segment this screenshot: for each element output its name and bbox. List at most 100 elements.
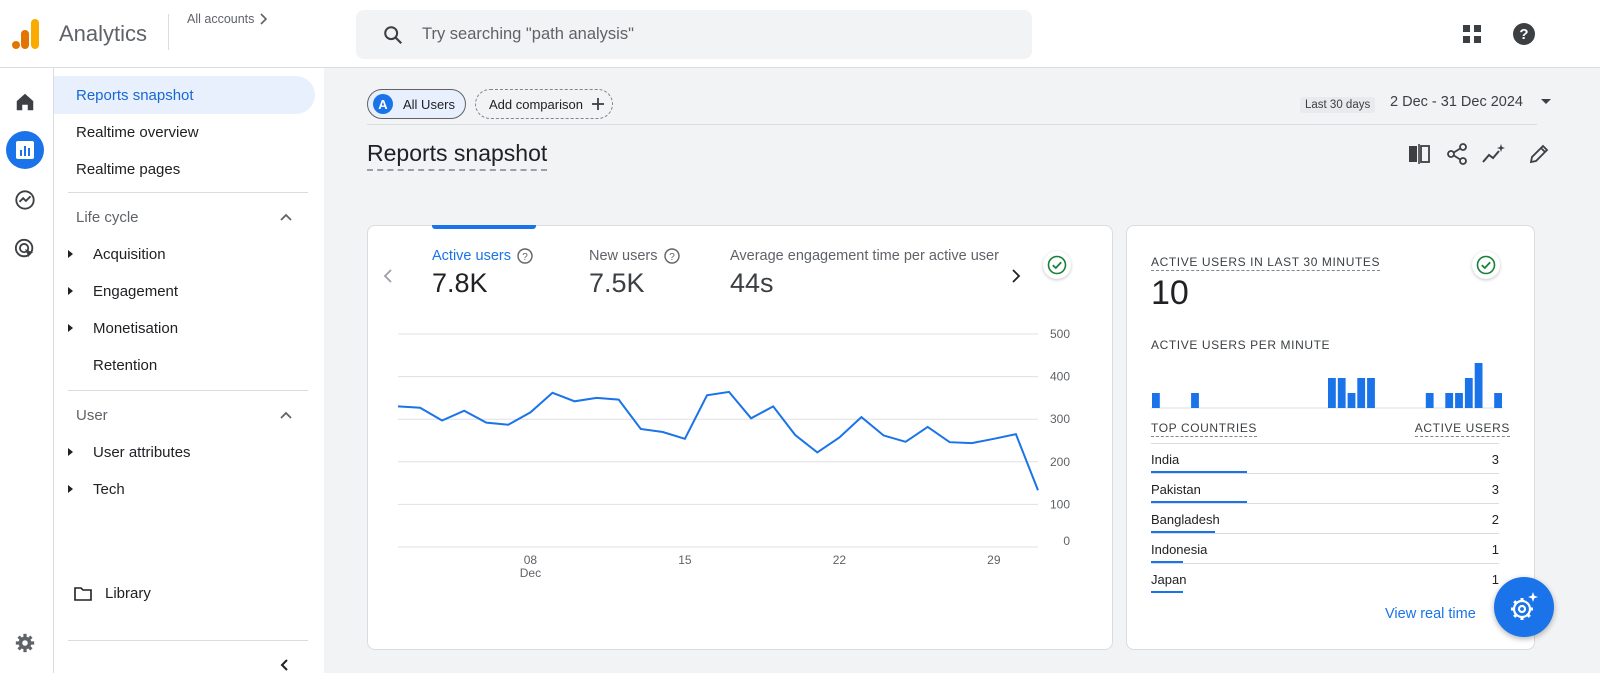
per-minute-bar-chart[interactable] xyxy=(1151,356,1503,410)
nav-divider xyxy=(68,390,308,391)
left-rail xyxy=(0,68,54,673)
date-preset-label[interactable]: Last 30 days xyxy=(1300,97,1376,113)
share-icon[interactable] xyxy=(1445,142,1469,166)
date-range-picker[interactable]: 2 Dec - 31 Dec 2024 xyxy=(1390,94,1552,110)
all-accounts-link[interactable]: All accounts xyxy=(187,12,268,26)
home-icon[interactable] xyxy=(6,83,44,121)
col-head-countries[interactable]: TOP COUNTRIES xyxy=(1151,421,1258,437)
caret-right-icon xyxy=(68,250,73,258)
apps-grid-icon[interactable] xyxy=(1460,22,1484,46)
nav-label: Tech xyxy=(93,480,125,498)
nav-label: Acquisition xyxy=(93,245,166,263)
search-bar[interactable] xyxy=(356,10,1032,59)
nav-item-monetisation[interactable]: Monetisation xyxy=(54,309,314,347)
section-life-cycle[interactable]: Life cycle xyxy=(54,198,314,236)
country-share-bar xyxy=(1151,531,1216,533)
plus-icon xyxy=(591,98,604,110)
nav-item-user-attributes[interactable]: User attributes xyxy=(54,433,314,471)
dropdown-arrow-icon xyxy=(1541,99,1552,105)
analytics-logo-icon[interactable] xyxy=(12,18,40,50)
nav-item-realtime-pages[interactable]: Realtime pages xyxy=(54,150,314,188)
country-row[interactable]: India 3 xyxy=(1151,443,1499,473)
edit-pencil-icon[interactable] xyxy=(1527,142,1551,166)
help-icon[interactable]: ? xyxy=(1512,22,1536,46)
per-minute-bar[interactable] xyxy=(1191,393,1199,408)
search-input[interactable] xyxy=(422,25,982,44)
country-row[interactable]: Indonesia 1 xyxy=(1151,533,1499,563)
metric-tab-active-users[interactable]: Active users ? 7.8K xyxy=(432,248,533,299)
nav-item-reports-snapshot[interactable]: Reports snapshot xyxy=(54,76,315,114)
x-tick-label: 22 xyxy=(833,553,847,567)
col-head-active-users[interactable]: ACTIVE USERS xyxy=(1414,421,1510,437)
country-row[interactable]: Pakistan 3 xyxy=(1151,473,1499,503)
nav-item-retention[interactable]: Retention xyxy=(54,346,314,384)
per-minute-bar[interactable] xyxy=(1474,363,1483,408)
all-accounts-label: All accounts xyxy=(187,12,255,26)
svg-text:?: ? xyxy=(522,252,528,263)
nav-item-tech[interactable]: Tech xyxy=(54,470,314,508)
app-name[interactable]: Analytics xyxy=(59,21,148,46)
country-row[interactable]: Bangladesh 2 xyxy=(1151,503,1499,533)
nav-item-acquisition[interactable]: Acquisition xyxy=(54,235,314,273)
section-user[interactable]: User xyxy=(54,396,314,434)
compare-columns-icon[interactable] xyxy=(1407,142,1431,166)
nav-item-realtime-overview[interactable]: Realtime overview xyxy=(54,113,314,151)
per-minute-bar[interactable] xyxy=(1337,378,1346,408)
metric-tab-avg-engagement[interactable]: Average engagement time per active user … xyxy=(730,248,1008,308)
check-circle-icon[interactable] xyxy=(1043,251,1071,279)
assistant-fab-button[interactable] xyxy=(1494,577,1554,637)
add-comparison-label: Add comparison xyxy=(489,96,583,112)
nav-item-library[interactable]: Library xyxy=(54,574,314,612)
insights-sparkle-icon[interactable] xyxy=(1482,142,1506,166)
collapse-chevron-icon[interactable] xyxy=(278,658,290,672)
metric-label: Active users xyxy=(432,248,511,264)
per-minute-label: ACTIVE USERS PER MINUTE xyxy=(1151,338,1331,352)
per-minute-bar[interactable] xyxy=(1328,378,1336,408)
nav-item-engagement[interactable]: Engagement xyxy=(54,272,314,310)
section-label: Life cycle xyxy=(76,208,139,226)
header-divider xyxy=(367,124,1537,125)
country-name: Indonesia xyxy=(1151,542,1208,557)
view-real-time-link[interactable]: View real time xyxy=(1385,606,1476,622)
nav-divider xyxy=(68,192,308,193)
nav-label: Retention xyxy=(93,356,158,374)
explore-icon[interactable] xyxy=(6,181,44,219)
per-minute-bar[interactable] xyxy=(1464,378,1473,408)
help-outline-icon[interactable]: ? xyxy=(663,248,680,264)
per-minute-bar[interactable] xyxy=(1347,393,1356,408)
settings-gear-icon[interactable] xyxy=(6,624,44,662)
per-minute-bar[interactable] xyxy=(1357,378,1366,408)
nav-divider xyxy=(68,640,308,641)
page-title[interactable]: Reports snapshot xyxy=(367,140,548,171)
realtime-card: ACTIVE USERS IN LAST 30 MINUTES 10 ACTIV… xyxy=(1126,225,1535,650)
per-minute-bar[interactable] xyxy=(1455,393,1463,408)
metric-tab-new-users[interactable]: New users ? 7.5K xyxy=(589,248,680,299)
country-share-bar xyxy=(1151,561,1183,563)
country-row[interactable]: Japan 1 xyxy=(1151,563,1499,593)
section-label: User xyxy=(76,406,108,424)
y-tick-label: 300 xyxy=(1050,412,1070,426)
nav-label: Realtime overview xyxy=(76,123,199,141)
chevron-left-icon[interactable] xyxy=(380,268,396,284)
per-minute-bar[interactable] xyxy=(1367,378,1375,408)
segment-chip-all-users[interactable]: A All Users xyxy=(367,89,466,119)
svg-text:?: ? xyxy=(669,252,675,263)
svg-text:?: ? xyxy=(1519,26,1528,43)
per-minute-bar[interactable] xyxy=(1152,393,1160,408)
help-outline-icon[interactable]: ? xyxy=(517,248,533,264)
nav-label: Library xyxy=(105,584,151,602)
check-circle-icon[interactable] xyxy=(1472,251,1500,279)
reports-icon[interactable] xyxy=(6,131,44,169)
date-range-value: 2 Dec - 31 Dec 2024 xyxy=(1390,94,1523,110)
series-line-active-users[interactable] xyxy=(397,390,1039,491)
chevron-right-icon[interactable] xyxy=(1008,268,1024,284)
country-name: India xyxy=(1151,452,1180,467)
advertising-icon[interactable] xyxy=(6,230,44,268)
realtime-title[interactable]: ACTIVE USERS IN LAST 30 MINUTES xyxy=(1151,255,1381,271)
add-comparison-button[interactable]: Add comparison xyxy=(475,89,613,119)
per-minute-bar[interactable] xyxy=(1425,393,1434,408)
per-minute-bar[interactable] xyxy=(1494,393,1502,408)
country-share-bar xyxy=(1151,591,1183,593)
per-minute-bar[interactable] xyxy=(1445,393,1454,408)
